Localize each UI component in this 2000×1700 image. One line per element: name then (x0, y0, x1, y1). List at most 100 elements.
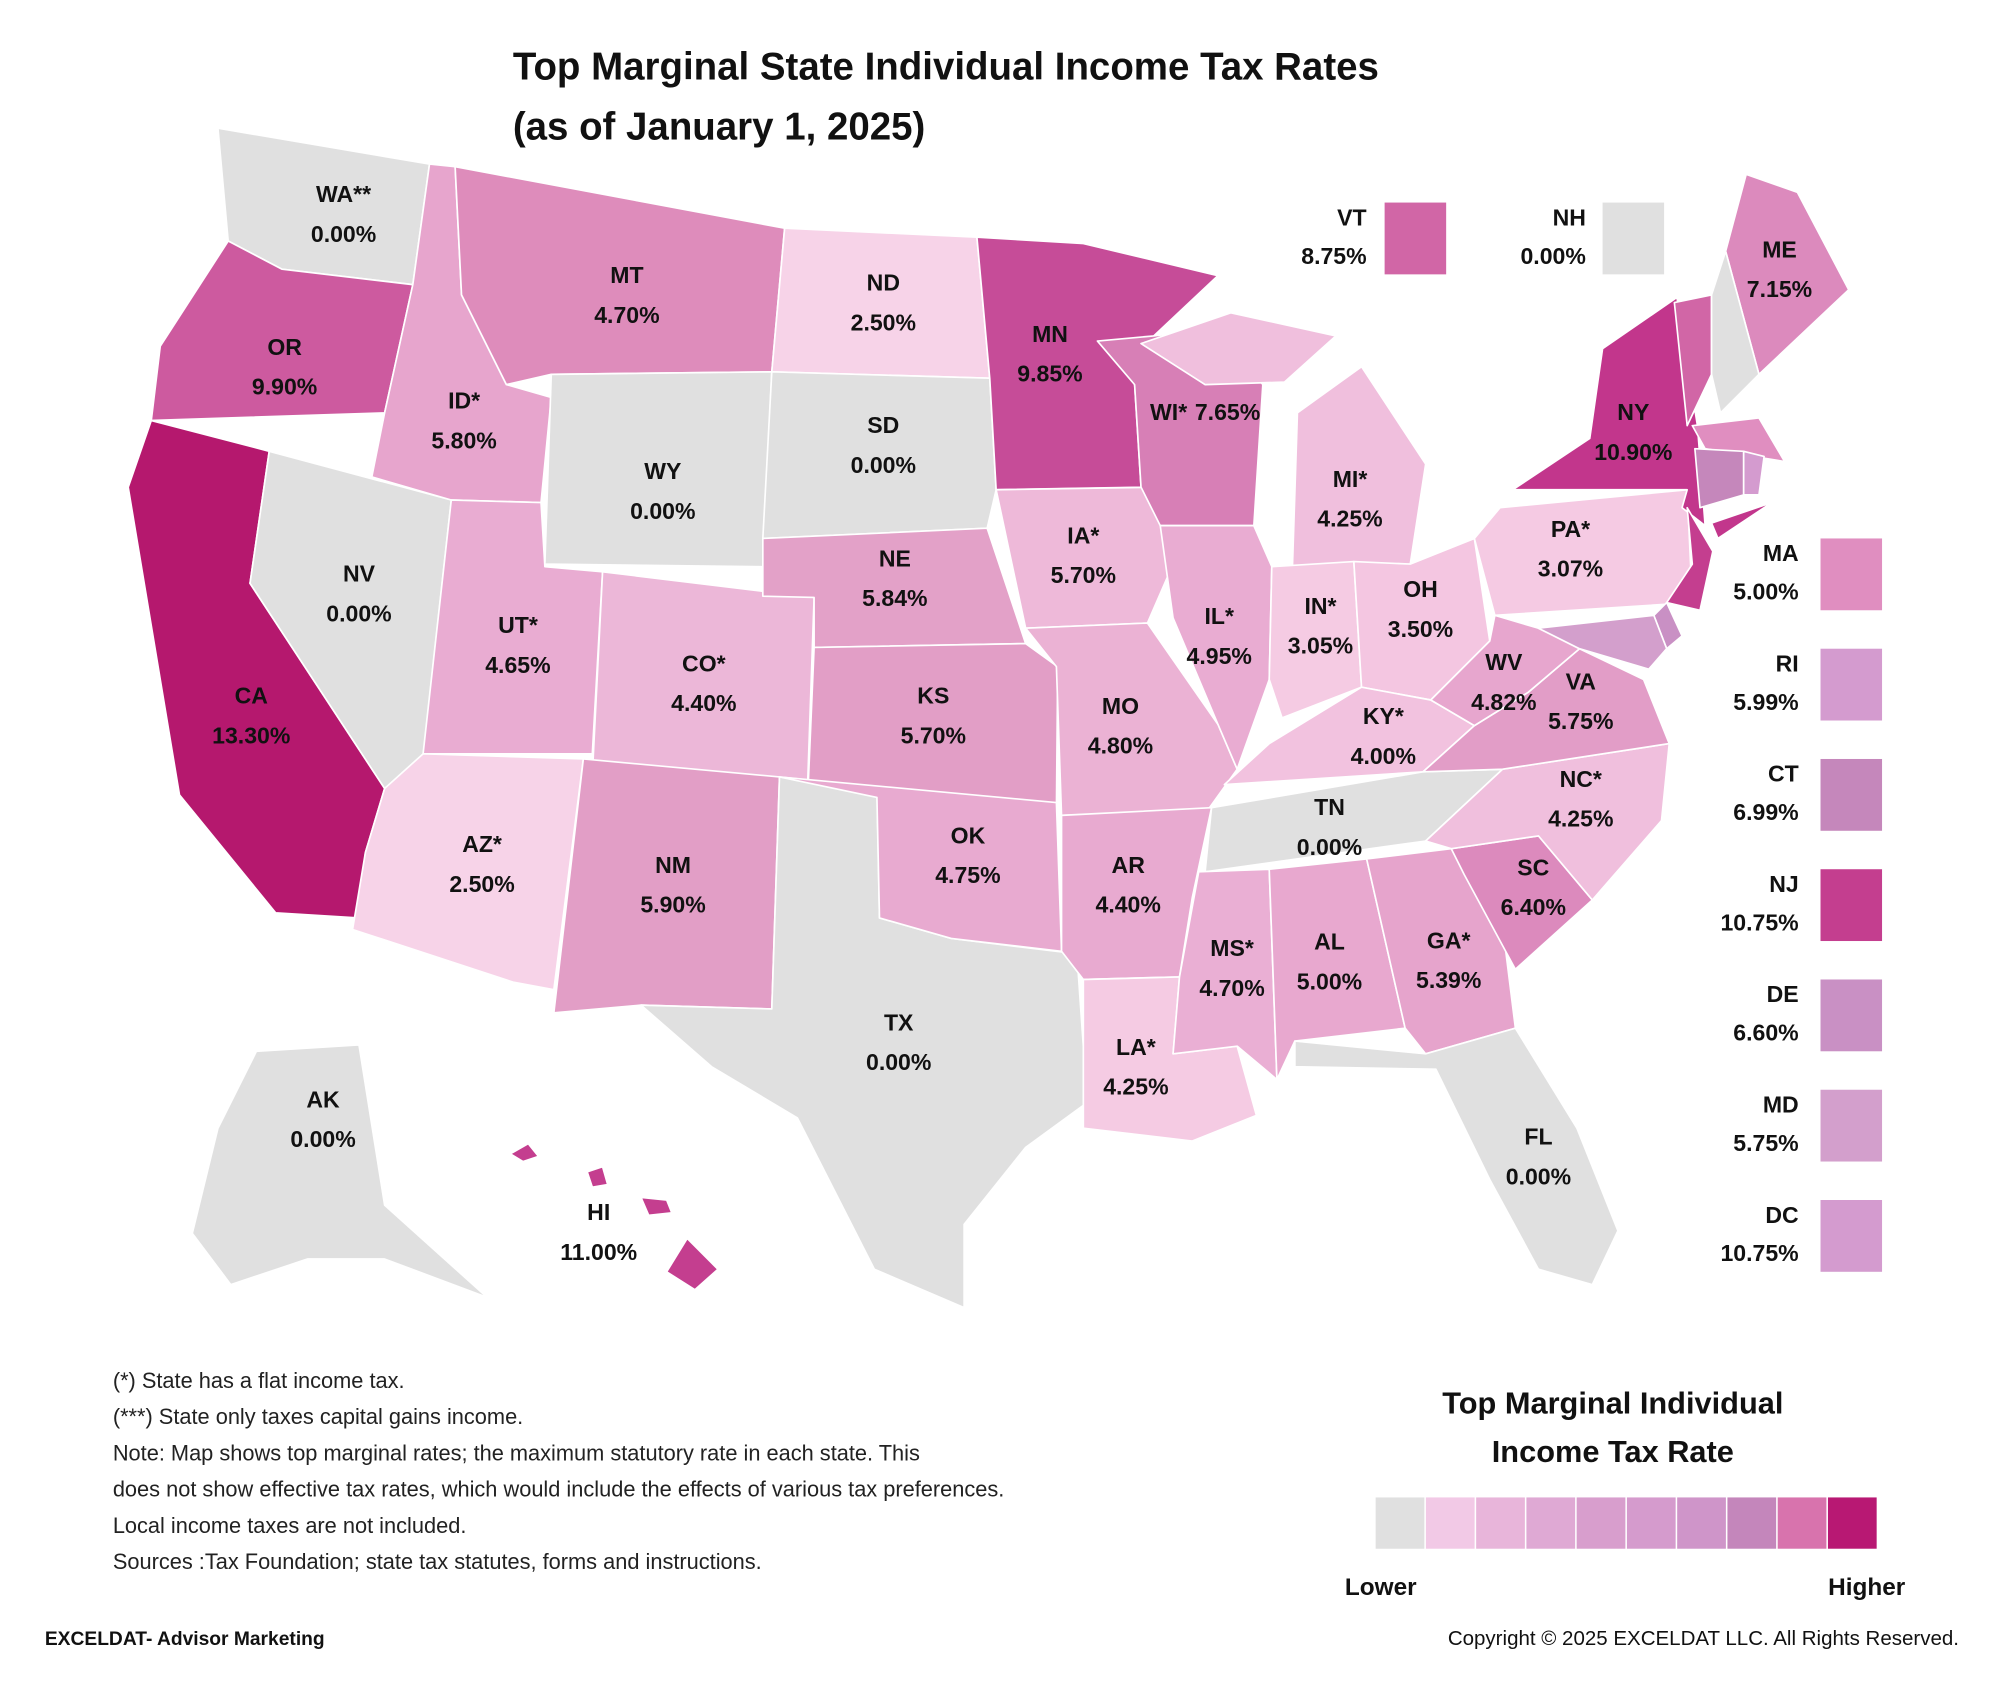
state-abbr: WA** (316, 181, 371, 207)
legend-swatch (1677, 1497, 1726, 1549)
state-rate: 5.70% (1051, 562, 1116, 588)
state-abbr: LA* (1116, 1034, 1156, 1060)
state-rate: 4.25% (1317, 506, 1382, 532)
inset-swatch (1820, 648, 1883, 721)
state-abbr: KS (917, 683, 949, 709)
state-rate: 0.00% (1520, 243, 1585, 269)
state-abbr: NV (343, 561, 376, 587)
state-abbr: AL (1314, 929, 1345, 955)
state-rate: 3.05% (1288, 633, 1353, 659)
state-abbr: AK (306, 1086, 340, 1112)
legend-swatch (1777, 1497, 1827, 1549)
state-shape (806, 642, 1059, 812)
state-shape (1710, 250, 1760, 414)
footer-left: EXCELDAT- Advisor Marketing (45, 1629, 325, 1650)
state-abbr: CT (1768, 761, 1799, 787)
state-rate: 4.95% (1187, 643, 1252, 669)
legend-swatch (1526, 1497, 1576, 1549)
state-rate: 4.40% (671, 690, 736, 716)
state-rate: 4.75% (935, 862, 1000, 888)
state-abbr: NM (655, 852, 691, 878)
state-abbr: NY (1617, 399, 1650, 425)
state-shape (1268, 560, 1363, 719)
state-abbr: NE (879, 545, 911, 571)
inset-swatch (1820, 1089, 1883, 1162)
state-abbr: SC (1517, 854, 1549, 880)
state-rate: 5.80% (431, 427, 496, 453)
state-abbr: RI (1776, 650, 1799, 676)
state-rate: 6.60% (1733, 1020, 1798, 1046)
state-rate: 0.00% (851, 452, 916, 478)
legend-swatch (1576, 1497, 1626, 1549)
state-abbr: NJ (1769, 871, 1798, 897)
state-abbr: DE (1767, 981, 1799, 1007)
state-rate: 5.00% (1297, 968, 1362, 994)
footer-right: Copyright © 2025 EXCELDAT LLC. All Right… (1448, 1627, 1959, 1650)
state-abbr: GA* (1427, 927, 1471, 953)
state-abbr: VT (1337, 204, 1366, 230)
state-abbr: MA (1763, 540, 1799, 566)
state-rate: 8.75% (1301, 243, 1366, 269)
state-abbr: OK (951, 822, 986, 848)
state-shape (591, 570, 815, 783)
legend-swatch (1827, 1497, 1877, 1549)
state-abbr: UT* (498, 612, 538, 638)
state-rate: 0.00% (311, 221, 376, 247)
inset-swatch (1602, 202, 1665, 275)
state-rate: 6.99% (1733, 799, 1798, 825)
legend-swatch (1425, 1497, 1475, 1549)
note-line: Note: Map shows top marginal rates; the … (113, 1440, 920, 1465)
subtitle: (as of January 1, 2025) (513, 106, 926, 149)
note-line: does not show effective tax rates, which… (113, 1477, 1005, 1502)
state-shape (509, 1142, 540, 1163)
state-abbr: VA (1566, 668, 1597, 694)
state-rate: 0.00% (866, 1049, 931, 1075)
state-abbr: TX (884, 1009, 914, 1035)
state-abbr: MT (610, 262, 643, 288)
state-abbr: AZ* (462, 831, 502, 857)
state-rate: 11.00% (560, 1239, 637, 1265)
state-abbr: MI* (1333, 466, 1368, 492)
legend-title: Top Marginal Individual (1442, 1385, 1783, 1420)
state-rate: 5.90% (640, 892, 705, 918)
state-abbr: MD (1763, 1092, 1799, 1118)
note-line: Sources :Tax Foundation; state tax statu… (113, 1549, 762, 1574)
state-shape (770, 227, 991, 380)
state-abbr: PA* (1551, 516, 1590, 542)
state-abbr: ND (867, 270, 900, 296)
state-rate: 9.85% (1017, 361, 1082, 387)
state-rate: 13.30% (212, 722, 290, 748)
legend-high: Higher (1828, 1574, 1906, 1601)
legend-low: Lower (1345, 1574, 1417, 1601)
state-rate: 10.75% (1720, 909, 1798, 935)
state-rate: 0.00% (630, 498, 695, 524)
state-shape (778, 776, 1063, 953)
state-abbr: WY (644, 458, 682, 484)
state-rate: 5.70% (901, 722, 966, 748)
state-abbr: OH (1403, 576, 1438, 602)
state-shape (1665, 506, 1714, 612)
state-abbr: TN (1314, 794, 1345, 820)
state-abbr: HI (587, 1199, 610, 1225)
state-rate: 5.99% (1733, 689, 1798, 715)
state-rate: 4.25% (1103, 1074, 1168, 1100)
state-shape (1742, 450, 1765, 496)
state-rate: 4.40% (1096, 892, 1161, 918)
legend-swatch (1375, 1497, 1425, 1549)
state-rate: 2.50% (449, 871, 514, 897)
state-rate: 9.90% (252, 374, 317, 400)
state-rate: 7.15% (1747, 276, 1812, 302)
note-line: (***) State only taxes capital gains inc… (113, 1404, 523, 1429)
state-abbr: NC* (1560, 766, 1602, 792)
state-rate: 5.75% (1548, 708, 1613, 734)
state-rate: 3.07% (1538, 556, 1603, 582)
state-rate: 0.00% (1506, 1163, 1571, 1189)
state-rate: 4.00% (1351, 743, 1416, 769)
state-shape (191, 1044, 489, 1299)
state-abbr: WV (1485, 649, 1523, 675)
state-shape (1710, 501, 1773, 540)
state-rate: 3.50% (1388, 616, 1453, 642)
state-abbr: DC (1765, 1202, 1799, 1228)
state-shape (1291, 365, 1427, 573)
